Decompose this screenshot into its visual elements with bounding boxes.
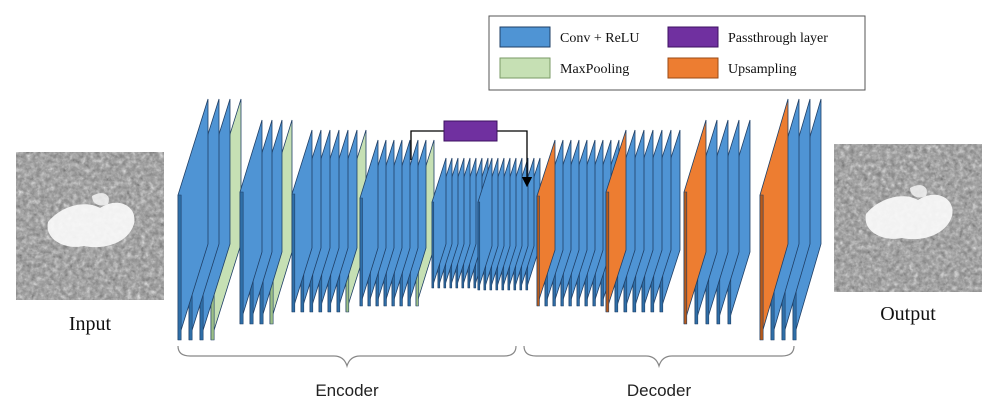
conv-relu-layer	[239, 119, 263, 325]
layer-group-9	[683, 119, 751, 325]
legend-swatch-maxpool	[499, 57, 551, 79]
layer-group-7	[536, 139, 620, 307]
input-image-icon	[16, 152, 164, 300]
output-image-icon	[834, 144, 982, 292]
layer-group-5	[431, 157, 489, 289]
decoder-brace	[523, 345, 795, 369]
legend-label-passthrough: Passthrough layer	[728, 31, 828, 46]
upsampling-layer	[605, 129, 627, 313]
upsampling-layer	[536, 139, 556, 307]
layer-group-3	[291, 129, 367, 313]
legend-label-upsampling: Upsampling	[728, 62, 796, 77]
encoder-label: Encoder	[315, 381, 379, 400]
layer-group-6	[477, 157, 541, 291]
legend-swatch-conv	[499, 26, 551, 48]
conv-relu-layer	[477, 157, 493, 291]
conv-relu-layer	[431, 157, 447, 289]
layer-group-10	[759, 98, 822, 341]
encoder-brace	[177, 345, 517, 369]
decoder-label: Decoder	[627, 381, 692, 400]
passthrough-arrow-icon	[497, 130, 533, 188]
conv-relu-layer	[359, 139, 379, 307]
layer-group-2	[239, 119, 293, 325]
layer-group-4	[359, 139, 435, 307]
upsampling-layer	[683, 119, 707, 325]
passthrough-connection	[410, 120, 533, 188]
conv-relu-layer	[291, 129, 313, 313]
input-label: Input	[69, 313, 112, 335]
layer-group-1	[177, 98, 242, 341]
passthrough-layer	[443, 120, 498, 142]
legend-label-conv: Conv + ReLU	[560, 31, 639, 46]
output-label: Output	[880, 303, 936, 325]
legend: Conv + ReLU Passthrough layer MaxPooling…	[488, 15, 866, 91]
legend-swatch-passthrough	[667, 26, 719, 48]
legend-swatch-upsampling	[667, 57, 719, 79]
layer-group-8	[605, 129, 681, 313]
legend-label-maxpool: MaxPooling	[560, 62, 629, 77]
network-layers	[177, 98, 822, 341]
upsampling-layer	[759, 98, 789, 341]
conv-relu-layer	[177, 98, 209, 341]
